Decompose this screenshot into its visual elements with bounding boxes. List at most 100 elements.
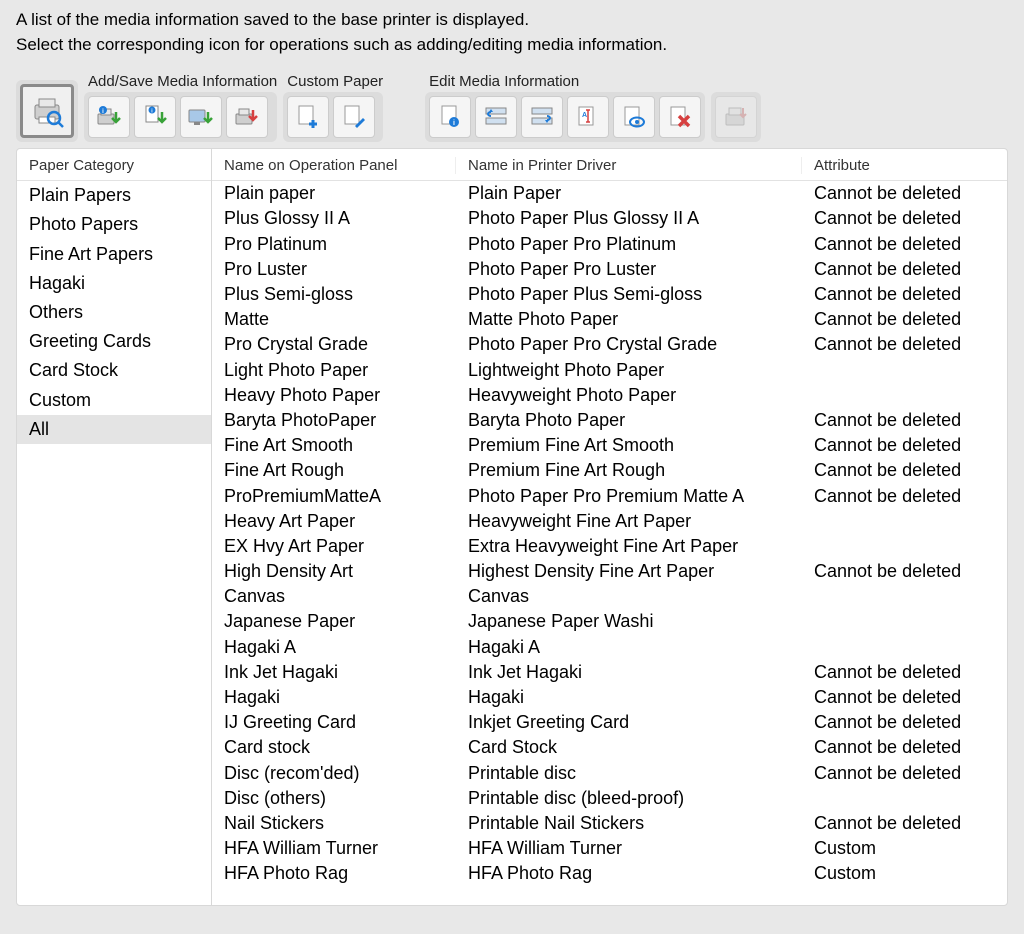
cell-panel: Plain paper <box>212 181 456 206</box>
cell-attribute: Cannot be deleted <box>802 559 1007 584</box>
table-row[interactable]: Baryta PhotoPaperBaryta Photo PaperCanno… <box>212 408 1007 433</box>
export-group <box>711 92 761 142</box>
cell-driver: Photo Paper Pro Premium Matte A <box>456 484 802 509</box>
table-row[interactable]: Heavy Art PaperHeavyweight Fine Art Pape… <box>212 509 1007 534</box>
category-item[interactable]: Custom <box>17 386 211 415</box>
cell-attribute: Cannot be deleted <box>802 458 1007 483</box>
info-arrow-icon: i <box>94 102 124 132</box>
table-row[interactable]: Fine Art RoughPremium Fine Art RoughCann… <box>212 458 1007 483</box>
table-row[interactable]: Light Photo PaperLightweight Photo Paper <box>212 358 1007 383</box>
table-row[interactable]: Disc (recom'ded)Printable discCannot be … <box>212 761 1007 786</box>
category-item[interactable]: All <box>17 415 211 444</box>
table-row[interactable]: Pro Crystal GradePhoto Paper Pro Crystal… <box>212 332 1007 357</box>
table-row[interactable]: Pro PlatinumPhoto Paper Pro PlatinumCann… <box>212 232 1007 257</box>
display-arrow-icon <box>186 102 216 132</box>
cell-attribute: Cannot be deleted <box>802 484 1007 509</box>
category-list: Plain PapersPhoto PapersFine Art PapersH… <box>17 181 211 444</box>
header-line1: A list of the media information saved to… <box>16 8 1008 33</box>
category-item[interactable]: Card Stock <box>17 356 211 385</box>
table-row[interactable]: HagakiHagakiCannot be deleted <box>212 685 1007 710</box>
paper-info-icon: i <box>435 102 465 132</box>
cell-attribute: Cannot be deleted <box>802 257 1007 282</box>
rename-button[interactable]: A <box>567 96 609 138</box>
cell-attribute: Cannot be deleted <box>802 181 1007 206</box>
table-row[interactable]: MatteMatte Photo PaperCannot be deleted <box>212 307 1007 332</box>
table-row[interactable]: High Density ArtHighest Density Fine Art… <box>212 559 1007 584</box>
move-up-button[interactable] <box>475 96 517 138</box>
col-header-driver[interactable]: Name in Printer Driver <box>456 157 802 174</box>
cell-panel: Heavy Art Paper <box>212 509 456 534</box>
table-row[interactable]: HFA Photo RagHFA Photo RagCustom <box>212 861 1007 886</box>
cell-driver: Canvas <box>456 584 802 609</box>
cell-attribute: Cannot be deleted <box>802 282 1007 307</box>
category-item[interactable]: Others <box>17 298 211 327</box>
download-media-button[interactable]: i <box>134 96 176 138</box>
col-header-panel[interactable]: Name on Operation Panel <box>212 157 456 174</box>
toolbar-label-edit: Edit Media Information <box>425 73 705 92</box>
move-down-button[interactable] <box>521 96 563 138</box>
cell-panel: Canvas <box>212 584 456 609</box>
category-item[interactable]: Greeting Cards <box>17 327 211 356</box>
cell-driver: Printable disc (bleed-proof) <box>456 786 802 811</box>
table-row[interactable]: Heavy Photo PaperHeavyweight Photo Paper <box>212 383 1007 408</box>
table-row[interactable]: Japanese PaperJapanese Paper Washi <box>212 609 1007 634</box>
category-item[interactable]: Fine Art Papers <box>17 240 211 269</box>
cell-driver: Heavyweight Photo Paper <box>456 383 802 408</box>
cell-attribute <box>802 509 1007 534</box>
table-row[interactable]: Disc (others)Printable disc (bleed-proof… <box>212 786 1007 811</box>
cell-panel: Nail Stickers <box>212 811 456 836</box>
table-row[interactable]: Hagaki AHagaki A <box>212 635 1007 660</box>
export-button[interactable] <box>715 96 757 138</box>
cell-driver: Photo Paper Plus Semi-gloss <box>456 282 802 307</box>
import-media-button[interactable] <box>226 96 268 138</box>
table-row[interactable]: Nail StickersPrintable Nail StickersCann… <box>212 811 1007 836</box>
table-row[interactable]: HFA William TurnerHFA William TurnerCust… <box>212 836 1007 861</box>
table-row[interactable]: Plus Semi-glossPhoto Paper Plus Semi-glo… <box>212 282 1007 307</box>
table-row[interactable]: Ink Jet HagakiInk Jet HagakiCannot be de… <box>212 660 1007 685</box>
cell-panel: Matte <box>212 307 456 332</box>
cell-attribute <box>802 534 1007 559</box>
cell-attribute: Cannot be deleted <box>802 332 1007 357</box>
category-item[interactable]: Plain Papers <box>17 181 211 210</box>
cell-panel: Japanese Paper <box>212 609 456 634</box>
show-hide-button[interactable] <box>613 96 655 138</box>
find-printer-button[interactable] <box>20 84 74 138</box>
table-row[interactable]: Plus Glossy II APhoto Paper Plus Glossy … <box>212 206 1007 231</box>
sidebar: Paper Category Plain PapersPhoto PapersF… <box>17 149 212 905</box>
paper-info-button[interactable]: i <box>429 96 471 138</box>
display-media-button[interactable] <box>180 96 222 138</box>
toolbar-label-custom: Custom Paper <box>283 73 383 92</box>
cell-attribute <box>802 383 1007 408</box>
cell-attribute: Cannot be deleted <box>802 735 1007 760</box>
cell-panel: Heavy Photo Paper <box>212 383 456 408</box>
table-header: Name on Operation Panel Name in Printer … <box>212 149 1007 181</box>
col-header-attribute[interactable]: Attribute <box>802 157 1007 174</box>
cell-panel: Pro Luster <box>212 257 456 282</box>
category-item[interactable]: Photo Papers <box>17 210 211 239</box>
delete-button[interactable] <box>659 96 701 138</box>
cell-driver: Inkjet Greeting Card <box>456 710 802 735</box>
table-row[interactable]: EX Hvy Art PaperExtra Heavyweight Fine A… <box>212 534 1007 559</box>
cell-driver: Printable disc <box>456 761 802 786</box>
cell-panel: High Density Art <box>212 559 456 584</box>
media-info-check-button[interactable]: i <box>88 96 130 138</box>
cell-attribute: Cannot be deleted <box>802 685 1007 710</box>
cell-driver: Card Stock <box>456 735 802 760</box>
table-row[interactable]: Card stockCard StockCannot be deleted <box>212 735 1007 760</box>
cell-panel: Disc (recom'ded) <box>212 761 456 786</box>
main-panel: Paper Category Plain PapersPhoto PapersF… <box>16 148 1008 906</box>
cell-attribute: Cannot be deleted <box>802 660 1007 685</box>
table-row[interactable]: CanvasCanvas <box>212 584 1007 609</box>
cell-attribute <box>802 584 1007 609</box>
cell-panel: Light Photo Paper <box>212 358 456 383</box>
cell-attribute <box>802 609 1007 634</box>
add-custom-paper-button[interactable] <box>287 96 329 138</box>
table-row[interactable]: Fine Art SmoothPremium Fine Art SmoothCa… <box>212 433 1007 458</box>
category-item[interactable]: Hagaki <box>17 269 211 298</box>
table-row[interactable]: ProPremiumMatteAPhoto Paper Pro Premium … <box>212 484 1007 509</box>
table-row[interactable]: IJ Greeting CardInkjet Greeting CardCann… <box>212 710 1007 735</box>
table-row[interactable]: Pro LusterPhoto Paper Pro LusterCannot b… <box>212 257 1007 282</box>
table-row[interactable]: Plain paperPlain PaperCannot be deleted <box>212 181 1007 206</box>
cell-attribute: Cannot be deleted <box>802 811 1007 836</box>
edit-custom-paper-button[interactable] <box>333 96 375 138</box>
